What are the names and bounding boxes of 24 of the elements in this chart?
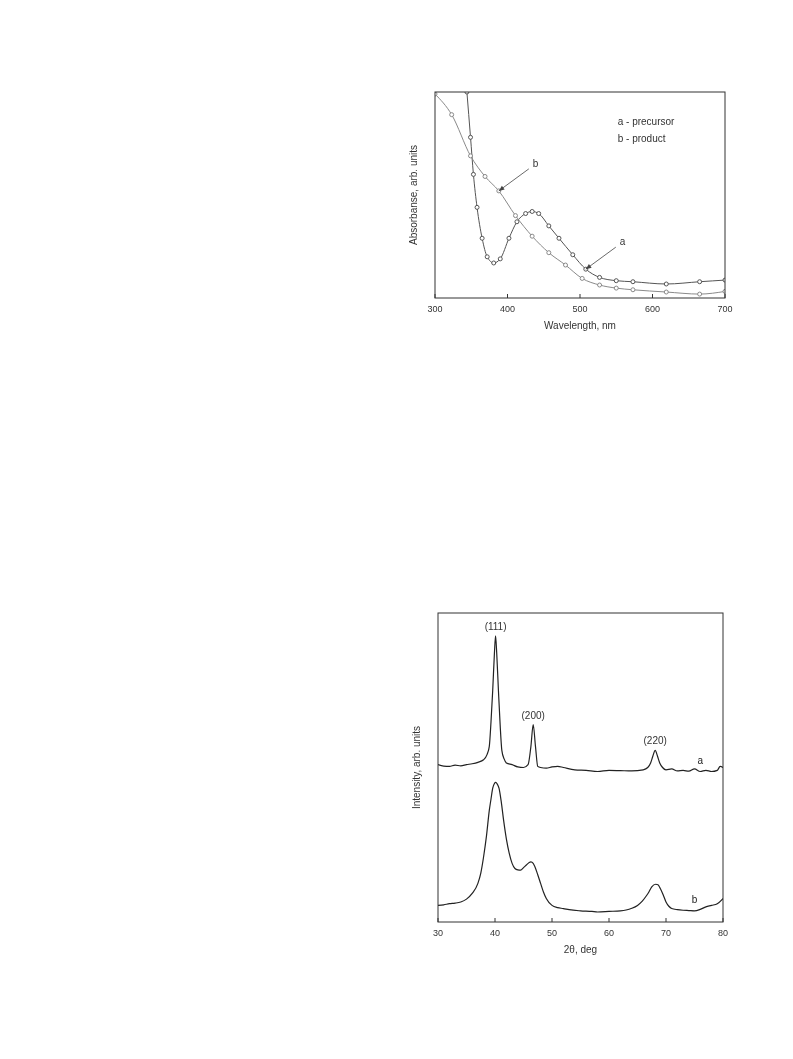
annotation: (200) — [521, 709, 545, 721]
x-tick-label: 50 — [546, 928, 558, 938]
annotation: a — [619, 236, 626, 248]
x-tick-label: 700 — [717, 304, 733, 314]
x-tick-label: 500 — [572, 304, 588, 314]
x-axis-title: Wavelength, nm — [544, 320, 616, 331]
x-tick-label: 600 — [644, 304, 661, 314]
x-tick-label: 30 — [432, 928, 444, 938]
annotation: b - product — [617, 133, 666, 144]
x-tick-label: 70 — [660, 928, 672, 938]
x-tick-label: 80 — [717, 928, 729, 938]
annotation: (111) — [484, 620, 507, 632]
x-tick-label: 300 — [427, 304, 443, 314]
series-label: b — [691, 893, 698, 905]
y-axis-title: Intensity, arb. units — [411, 725, 422, 810]
annotation: a - precursor — [617, 116, 676, 127]
y-axis-title: Absorbanse, arb. units — [408, 144, 419, 246]
x-tick-label: 400 — [499, 304, 516, 314]
annotation: b — [532, 157, 539, 169]
annotation: (220) — [643, 735, 667, 747]
x-axis-title: 2θ, deg — [563, 944, 598, 955]
x-tick-label: 40 — [489, 928, 501, 938]
series-label: a — [697, 754, 704, 766]
x-tick-label: 60 — [603, 928, 615, 938]
